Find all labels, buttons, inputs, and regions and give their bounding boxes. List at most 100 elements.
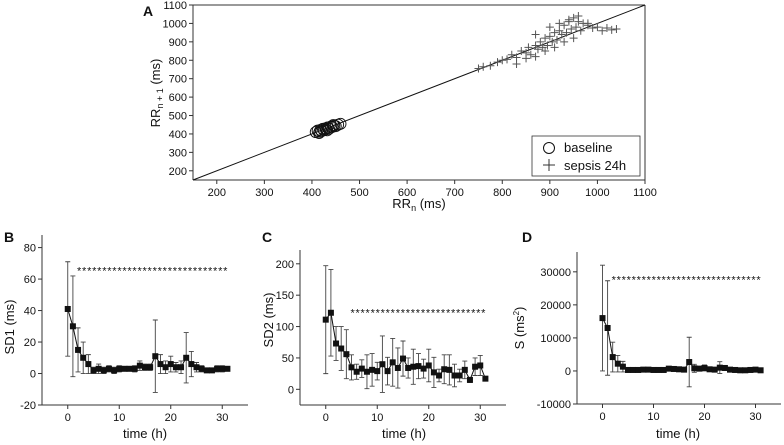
panel-d-y-tick-label: 30000 [540,267,571,279]
sepsis-point [541,47,550,56]
panel-d-data-point [645,366,652,373]
panel-d-data-point [635,366,642,373]
panel-d-data-point [604,325,611,331]
panel-a-y-tick-label: 200 [169,166,187,178]
panel-b-data-point [111,367,118,374]
panel-d-data-point [670,365,677,372]
panel-b-x-tick-label: 0 [65,412,71,424]
panel-c-data-point [327,309,334,316]
panel-a-x-tick-label: 800 [493,187,511,199]
sepsis-point [541,34,550,43]
panel-b-data-point [193,364,200,371]
panel-a-x-tick-label: 900 [541,187,559,199]
panel-b-data-point [80,354,87,361]
sepsis-point [517,47,526,56]
panel-c-y-tick-label: 150 [276,290,294,302]
sepsis-point [598,26,607,35]
sepsis-point [486,61,495,70]
sepsis-point [503,55,512,64]
panel-b-data-point [188,361,195,368]
panel-c-data-point [430,369,437,376]
sepsis-point [479,62,488,71]
panel-a-y-tick-label: 800 [169,55,187,67]
panel-b-x-tick-label: 20 [165,412,177,424]
panel-d-data-point [727,366,733,373]
panel-c-data-point [363,368,370,375]
panel-c-data-point [415,363,422,370]
panel-a-x-tick-label: 500 [350,187,368,199]
panel-d-y-tick-label: 10000 [540,333,571,345]
panel-c-xlabel: time (h) [382,426,426,441]
panel-d-significance: ****************************** [612,274,762,286]
panel-d-data-point [665,365,672,372]
sepsis-point [612,24,621,33]
panel-c-data-point [446,366,453,373]
panel-c-data-point [405,364,412,371]
sepsis-point [526,50,535,59]
panel-a-xlabel: RRn (ms) [392,196,445,213]
sepsis-point [583,19,592,28]
panel-b-data-point [75,346,82,353]
panel-c-data-point [441,366,448,373]
legend-sepsis: sepsis 24h [564,158,626,173]
panel-b-data-point [172,364,179,371]
panel-c-y-tick-label: 200 [276,259,294,271]
panel-d-data-point [655,366,662,373]
panel-c-data-point [369,366,376,373]
sepsis-point [474,64,483,73]
panel-c-data-point [343,351,350,358]
panel-d-y-tick-label: 0 [565,366,571,378]
panel-c-data-point [322,316,329,323]
panel-c-data-point [374,368,381,375]
panel-d-data-point [625,366,631,373]
panel-d-data-point [681,366,688,373]
panel-c-data-point [466,376,473,383]
sepsis-point [507,50,516,59]
sepsis-point [593,23,602,32]
panel-a-label: A [143,3,153,19]
panel-c-x-tick-label: 20 [423,412,435,424]
sepsis-point [560,37,569,46]
legend-circle-marker [543,142,555,154]
panel-c-y-tick-label: 0 [288,384,294,396]
panel-b-data-point [214,365,221,372]
panel-b-data-point [136,362,143,369]
panel-a-x-tick-label: 600 [398,187,416,199]
panel-d-data-point [686,359,693,366]
panel-d-x-tick-label: 10 [647,411,659,423]
sepsis-point [498,56,507,65]
panel-c-x-tick-label: 10 [371,412,383,424]
panel-c-data-point [425,362,432,369]
panel-c-data-point [477,362,484,369]
panel-a-x-tick-label: 400 [303,187,321,199]
panel-b-data-point [178,364,185,371]
panel-b-y-tick-label: 40 [24,306,36,318]
panel-d-label: D [522,229,532,245]
panel-d-s: D time (h) S (ms2) 0 10 20 30 -10000 0 10000 20… [512,229,781,441]
panel-c-label: C [262,229,272,245]
panel-b-label: B [4,229,14,245]
sepsis-point [548,37,557,46]
panel-a-y-tick-label: 500 [169,111,187,123]
panel-c-data-point [353,368,360,375]
panel-b-data-point [90,367,97,374]
panel-a-x-tick-label: 1000 [585,187,609,199]
panel-c-data-point [389,359,396,366]
sepsis-point [533,45,542,54]
sepsis-point [531,52,540,61]
panel-a-y-tick-label: 1100 [163,0,187,12]
sepsis-point [569,34,578,43]
sepsis-point [567,24,576,33]
panel-b-data-point [126,365,133,372]
panel-b-data-point [162,364,169,371]
panel-c-data-point [400,355,406,362]
panel-c-sd2: C time (h) SD2 (ms) 0 10 20 30 0 50 100 150 200 *… [261,229,506,441]
panel-d-data-point [650,366,657,373]
panel-b-series-line [67,308,228,371]
sepsis-point [536,37,545,46]
panel-a-y-tick-label: 600 [169,92,187,104]
panel-b-y-tick-label: 0 [30,369,36,381]
panel-c-data-point [461,366,468,373]
panel-d-ylabel: S (ms2) [512,307,527,350]
panel-a-x-tick-label: 300 [255,187,273,199]
